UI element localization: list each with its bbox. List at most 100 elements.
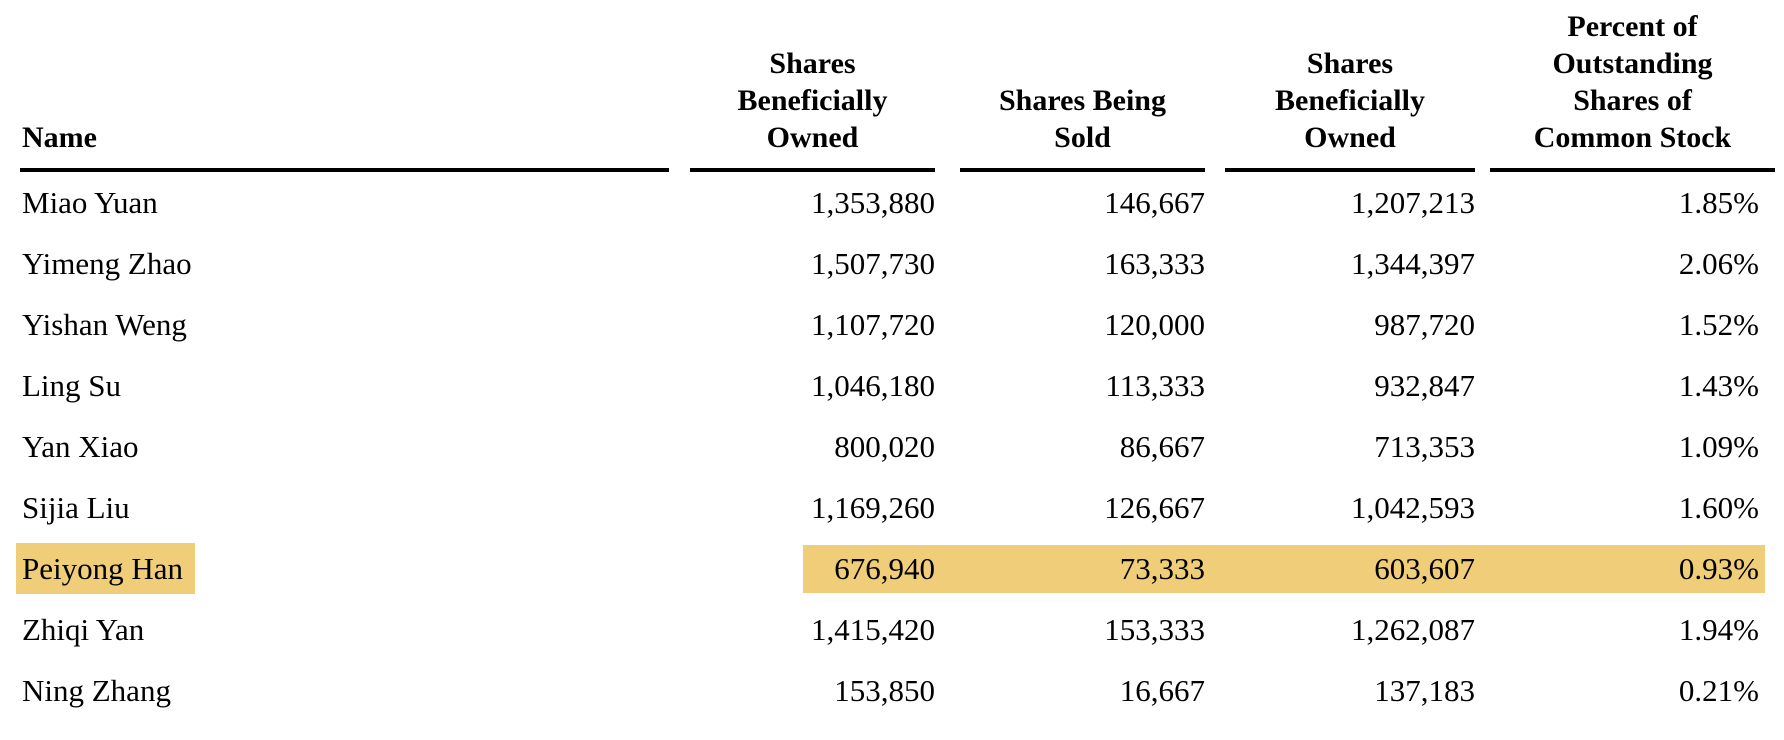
- shares-beneficially-owned-after-cell: 1,207,213: [1205, 172, 1475, 233]
- shares-being-sold-value: 163,333: [1104, 245, 1205, 281]
- shares-being-sold-value: 126,667: [1104, 489, 1205, 525]
- shares-beneficially-owned-after-value: 932,847: [1374, 367, 1475, 403]
- percent-outstanding-value: 0.21%: [1678, 672, 1759, 708]
- shares-being-sold-cell: 153,333: [935, 599, 1205, 660]
- shares-being-sold-cell: 163,333: [935, 233, 1205, 294]
- shareholder-name: Yishan Weng: [22, 306, 187, 342]
- shareholder-name-cell: Miao Yuan: [20, 172, 690, 233]
- shareholder-name-cell: Ling Su: [20, 355, 690, 416]
- shares-beneficially-owned-after-cell: 137,183: [1205, 660, 1475, 721]
- table-body: Miao Yuan 1,353,880 146,667 1,207,213 1.…: [16, 172, 1775, 721]
- percent-outstanding-value: 1.43%: [1678, 367, 1759, 403]
- shares-beneficially-owned-after-value: 713,353: [1374, 428, 1475, 464]
- shares-beneficially-owned-after-cell: 987,720: [1205, 294, 1475, 355]
- column-header-shares-beneficially-owned-after: Shares Beneficially Owned: [1225, 45, 1475, 172]
- shareholder-name: Miao Yuan: [22, 184, 158, 220]
- percent-outstanding-cell: 1.94%: [1475, 599, 1775, 660]
- shareholder-name: Yimeng Zhao: [22, 245, 192, 281]
- percent-outstanding-value: 1.52%: [1678, 306, 1759, 342]
- table-row: Zhiqi Yan 1,415,420 153,333 1,262,087 1.…: [20, 599, 1775, 660]
- table-row: Yan Xiao 800,020 86,667 713,353 1.09%: [20, 416, 1775, 477]
- shares-beneficially-owned-after-value: 1,344,397: [1351, 245, 1475, 281]
- shareholder-name: Ling Su: [22, 367, 122, 403]
- shareholder-name-cell: Peiyong Han: [16, 538, 690, 599]
- shares-being-sold-cell: 146,667: [935, 172, 1205, 233]
- shareholder-name: Ning Zhang: [22, 672, 171, 708]
- shares-beneficially-owned-after-cell: 932,847: [1205, 355, 1475, 416]
- shares-beneficially-owned-before-cell: 153,850: [690, 660, 935, 721]
- shares-being-sold-value: 153,333: [1104, 611, 1205, 647]
- shares-beneficially-owned-after-cell: 1,262,087: [1205, 599, 1475, 660]
- shares-beneficially-owned-after-value: 603,607: [1205, 544, 1475, 593]
- shares-beneficially-owned-before-value: 153,850: [834, 672, 935, 708]
- shares-beneficially-owned-before-value: 1,169,260: [811, 489, 935, 525]
- percent-outstanding-value: 1.60%: [1678, 489, 1759, 525]
- percent-outstanding-value: 1.85%: [1678, 184, 1759, 220]
- shareholder-name: Yan Xiao: [22, 428, 139, 464]
- column-header-shares-owned-after-cell: Shares Beneficially Owned: [1205, 0, 1475, 172]
- shares-being-sold-value: 120,000: [1104, 306, 1205, 342]
- shareholder-name: Peiyong Han: [16, 542, 196, 594]
- shares-being-sold-value: 16,667: [1119, 672, 1205, 708]
- column-header-name-cell: Name: [20, 0, 690, 172]
- shareholder-name-cell: Yan Xiao: [20, 416, 690, 477]
- shares-beneficially-owned-before-cell: 1,107,720: [690, 294, 935, 355]
- column-header-shares-being-sold-cell: Shares Being Sold: [935, 0, 1205, 172]
- shares-being-sold-cell: 73,333: [935, 538, 1205, 599]
- shares-being-sold-cell: 120,000: [935, 294, 1205, 355]
- percent-outstanding-value: 0.93%: [1475, 544, 1775, 593]
- percent-outstanding-value: 1.09%: [1678, 428, 1759, 464]
- shares-beneficially-owned-before-value: 1,415,420: [811, 611, 935, 647]
- shares-beneficially-owned-after-value: 1,042,593: [1351, 489, 1475, 525]
- table-header-row: Name Shares Beneficially Owned Shares Be…: [20, 0, 1775, 172]
- shares-beneficially-owned-before-cell: 1,353,880: [690, 172, 935, 233]
- shares-beneficially-owned-before-cell: 1,046,180: [690, 355, 935, 416]
- table-row: Miao Yuan 1,353,880 146,667 1,207,213 1.…: [20, 172, 1775, 233]
- shares-beneficially-owned-after-cell: 603,607: [1205, 538, 1475, 599]
- selling-shareholders-table: Name Shares Beneficially Owned Shares Be…: [16, 0, 1775, 721]
- percent-outstanding-cell: 1.52%: [1475, 294, 1775, 355]
- shares-beneficially-owned-before-value: 1,353,880: [811, 184, 935, 220]
- shares-beneficially-owned-after-value: 1,207,213: [1351, 184, 1475, 220]
- percent-outstanding-cell: 1.09%: [1475, 416, 1775, 477]
- percent-outstanding-value: 2.06%: [1678, 245, 1759, 281]
- shares-beneficially-owned-before-cell: 1,507,730: [690, 233, 935, 294]
- column-header-shares-owned-before-cell: Shares Beneficially Owned: [690, 0, 935, 172]
- shares-beneficially-owned-after-value: 1,262,087: [1351, 611, 1475, 647]
- shareholder-name-cell: Zhiqi Yan: [20, 599, 690, 660]
- percent-outstanding-cell: 0.93%: [1475, 538, 1775, 599]
- percent-outstanding-cell: 1.85%: [1475, 172, 1775, 233]
- shares-beneficially-owned-before-value: 1,107,720: [811, 306, 935, 342]
- shares-being-sold-value: 73,333: [935, 544, 1205, 593]
- table-row: Yimeng Zhao 1,507,730 163,333 1,344,397 …: [20, 233, 1775, 294]
- table-row: Sijia Liu 1,169,260 126,667 1,042,593 1.…: [20, 477, 1775, 538]
- shares-beneficially-owned-after-cell: 1,042,593: [1205, 477, 1475, 538]
- shares-being-sold-value: 86,667: [1119, 428, 1205, 464]
- percent-outstanding-cell: 0.21%: [1475, 660, 1775, 721]
- shares-being-sold-cell: 126,667: [935, 477, 1205, 538]
- shares-beneficially-owned-before-value: 1,046,180: [811, 367, 935, 403]
- shares-beneficially-owned-before-value: 800,020: [834, 428, 935, 464]
- shares-beneficially-owned-before-cell: 800,020: [690, 416, 935, 477]
- percent-outstanding-cell: 1.60%: [1475, 477, 1775, 538]
- shareholder-name-cell: Sijia Liu: [20, 477, 690, 538]
- column-header-name: Name: [20, 119, 669, 172]
- shareholder-name: Sijia Liu: [22, 489, 130, 525]
- shares-being-sold-value: 113,333: [1105, 367, 1205, 403]
- table-row: Peiyong Han 676,940 73,333 603,607 0.93%: [16, 538, 1775, 599]
- shares-beneficially-owned-after-cell: 713,353: [1205, 416, 1475, 477]
- column-header-percent-outstanding-cell: Percent of Outstanding Shares of Common …: [1475, 0, 1775, 172]
- table-row: Ling Su 1,046,180 113,333 932,847 1.43%: [20, 355, 1775, 416]
- shares-beneficially-owned-before-cell: 1,169,260: [690, 477, 935, 538]
- shares-beneficially-owned-before-cell: 676,940: [690, 538, 935, 599]
- shareholder-name-cell: Ning Zhang: [20, 660, 690, 721]
- shares-being-sold-cell: 16,667: [935, 660, 1205, 721]
- shares-beneficially-owned-after-value: 137,183: [1374, 672, 1475, 708]
- shares-being-sold-value: 146,667: [1104, 184, 1205, 220]
- shareholder-name: Zhiqi Yan: [22, 611, 145, 647]
- shares-beneficially-owned-before-value: 676,940: [690, 544, 935, 593]
- table-row: Ning Zhang 153,850 16,667 137,183 0.21%: [20, 660, 1775, 721]
- shares-beneficially-owned-after-value: 987,720: [1374, 306, 1475, 342]
- shares-beneficially-owned-before-cell: 1,415,420: [690, 599, 935, 660]
